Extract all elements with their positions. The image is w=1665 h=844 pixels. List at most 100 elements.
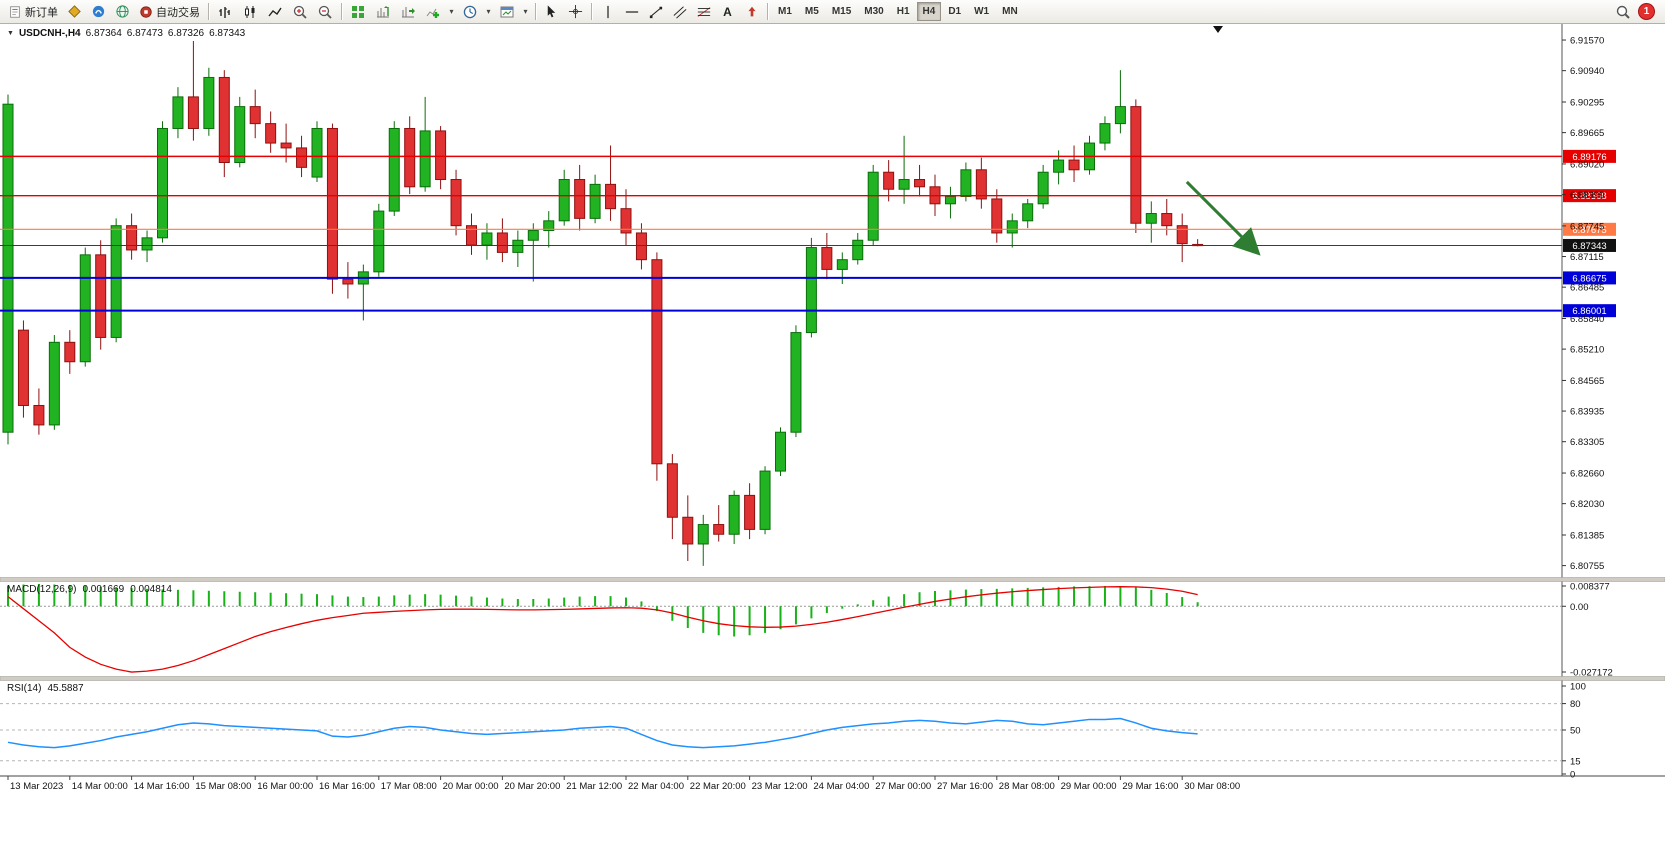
crosshair-icon <box>568 4 583 19</box>
timeframe-mn[interactable]: MN <box>996 2 1024 21</box>
trend-arrow[interactable] <box>1185 180 1261 256</box>
clock-icon <box>463 5 477 18</box>
price-line-badge <box>1563 222 1616 236</box>
tile-windows-icon <box>352 5 364 18</box>
candle-body <box>944 196 956 205</box>
candle-body <box>775 431 786 472</box>
timeframe-w1[interactable]: W1 <box>968 2 995 21</box>
timeframe-h4[interactable]: H4 <box>916 2 942 21</box>
new-order-label: 新订单 <box>25 6 58 19</box>
candle-body <box>759 470 771 530</box>
time-axis-label: 20 Mar 00:00 <box>443 781 499 792</box>
time-axis-label: 27 Mar 00:00 <box>875 781 931 792</box>
candle-body <box>898 179 910 190</box>
candle-body <box>914 179 926 188</box>
price-axis-label: 6.90295 <box>1570 97 1604 108</box>
bar-chart-type-button[interactable] <box>213 1 237 22</box>
fibonacci-icon <box>697 6 710 17</box>
timeframe-h1[interactable]: H1 <box>891 2 916 21</box>
search-button[interactable] <box>1611 1 1635 22</box>
rsi-axis-label: 100 <box>1570 682 1586 693</box>
candle-body <box>481 232 493 246</box>
periods-dropdown[interactable]: ▾ <box>483 1 494 22</box>
price-axis-label: 6.88390 <box>1570 190 1604 201</box>
web-button[interactable] <box>111 1 134 22</box>
candle-body <box>543 220 555 232</box>
time-axis-label: 22 Mar 04:00 <box>628 781 684 792</box>
bar-chart-icon <box>219 6 230 18</box>
text-tool[interactable]: A <box>716 1 739 22</box>
candlestick-type-button[interactable] <box>238 1 262 22</box>
chart-shift-marker[interactable] <box>1213 26 1223 33</box>
arrow-shape-icon <box>748 6 755 16</box>
zoom-in-button[interactable] <box>288 1 312 22</box>
crosshair-tool-button[interactable] <box>564 1 587 22</box>
time-axis-label: 23 Mar 12:00 <box>752 781 808 792</box>
candle-body <box>1022 203 1034 222</box>
candle-body <box>265 123 277 144</box>
timeframe-d1[interactable]: D1 <box>942 2 967 21</box>
price-axis-label: 6.89020 <box>1570 159 1604 170</box>
indicators-button[interactable] <box>421 1 445 22</box>
candles <box>2 41 1204 566</box>
tile-windows-button[interactable] <box>346 1 370 22</box>
timeframe-m30[interactable]: M30 <box>858 2 889 21</box>
fibonacci-tool[interactable] <box>692 1 715 22</box>
candle-body <box>234 106 246 163</box>
notification-count: 1 <box>1643 6 1650 17</box>
candle-body <box>311 127 323 178</box>
vertical-line-tool[interactable] <box>596 1 619 22</box>
price-axis-label: 6.86485 <box>1570 283 1604 294</box>
auto-trading-button[interactable]: 自动交易 <box>135 1 204 22</box>
candle-body <box>666 463 678 518</box>
time-axis-label: 27 Mar 16:00 <box>937 781 993 792</box>
timeframe-m15[interactable]: M15 <box>826 2 857 21</box>
trendline-tool[interactable] <box>644 1 667 22</box>
candle-body <box>435 130 447 181</box>
community-button[interactable] <box>87 1 110 22</box>
templates-dropdown[interactable]: ▾ <box>520 1 531 22</box>
zoom-out-button[interactable] <box>313 1 337 22</box>
timeframe-m5[interactable]: M5 <box>799 2 825 21</box>
chart-window[interactable]: 6.89176 6.88368 6.87675 6.87343 6.86675 6.860… <box>0 24 1665 844</box>
channel-tool[interactable] <box>668 1 691 22</box>
chart-canvas[interactable]: 6.89176 6.88368 6.87675 6.87343 6.86675 6.860… <box>0 24 1665 844</box>
channel-icon <box>673 5 686 18</box>
line-chart-type-button[interactable] <box>263 1 287 22</box>
candle-body <box>605 183 617 210</box>
price-line-badge <box>1563 149 1616 163</box>
macd-histogram <box>7 584 1199 637</box>
panel-separator[interactable] <box>0 577 1665 582</box>
template-icon <box>500 6 514 17</box>
panel-separator[interactable] <box>0 676 1665 681</box>
candle-body <box>17 329 29 406</box>
text-tool-icon: A <box>723 4 732 19</box>
price-line-badge-label: 6.89176 <box>1572 152 1606 163</box>
candle-body <box>187 96 199 129</box>
time-axis-label: 16 Mar 16:00 <box>319 781 375 792</box>
market-button[interactable] <box>63 1 86 22</box>
horizontal-line-tool[interactable] <box>620 1 643 22</box>
periods-button[interactable] <box>458 1 482 22</box>
candle-body <box>450 179 462 227</box>
community-icon <box>92 5 105 18</box>
chart-shift-button[interactable] <box>396 1 420 22</box>
cursor-tool-button[interactable] <box>540 1 563 22</box>
zoom-out-icon <box>318 5 332 19</box>
price-line-badge-label: 6.87343 <box>1572 241 1606 252</box>
price-axis-label: 6.80755 <box>1570 561 1604 572</box>
candle-body <box>790 332 802 433</box>
arrows-tool[interactable] <box>740 1 763 22</box>
price-line-badge <box>1563 238 1616 252</box>
candle-body <box>744 494 756 530</box>
macd-axis-label: 0.008377 <box>1570 582 1610 593</box>
auto-scroll-button[interactable] <box>371 1 395 22</box>
new-order-button[interactable]: 新订单 <box>4 1 62 22</box>
notification-badge[interactable]: 1 <box>1638 3 1655 20</box>
candle-body <box>713 524 725 535</box>
candle-body <box>1099 123 1111 144</box>
timeframe-m1[interactable]: M1 <box>772 2 798 21</box>
indicators-dropdown[interactable]: ▾ <box>446 1 457 22</box>
candle-body <box>1053 159 1065 173</box>
templates-button[interactable] <box>495 1 519 22</box>
